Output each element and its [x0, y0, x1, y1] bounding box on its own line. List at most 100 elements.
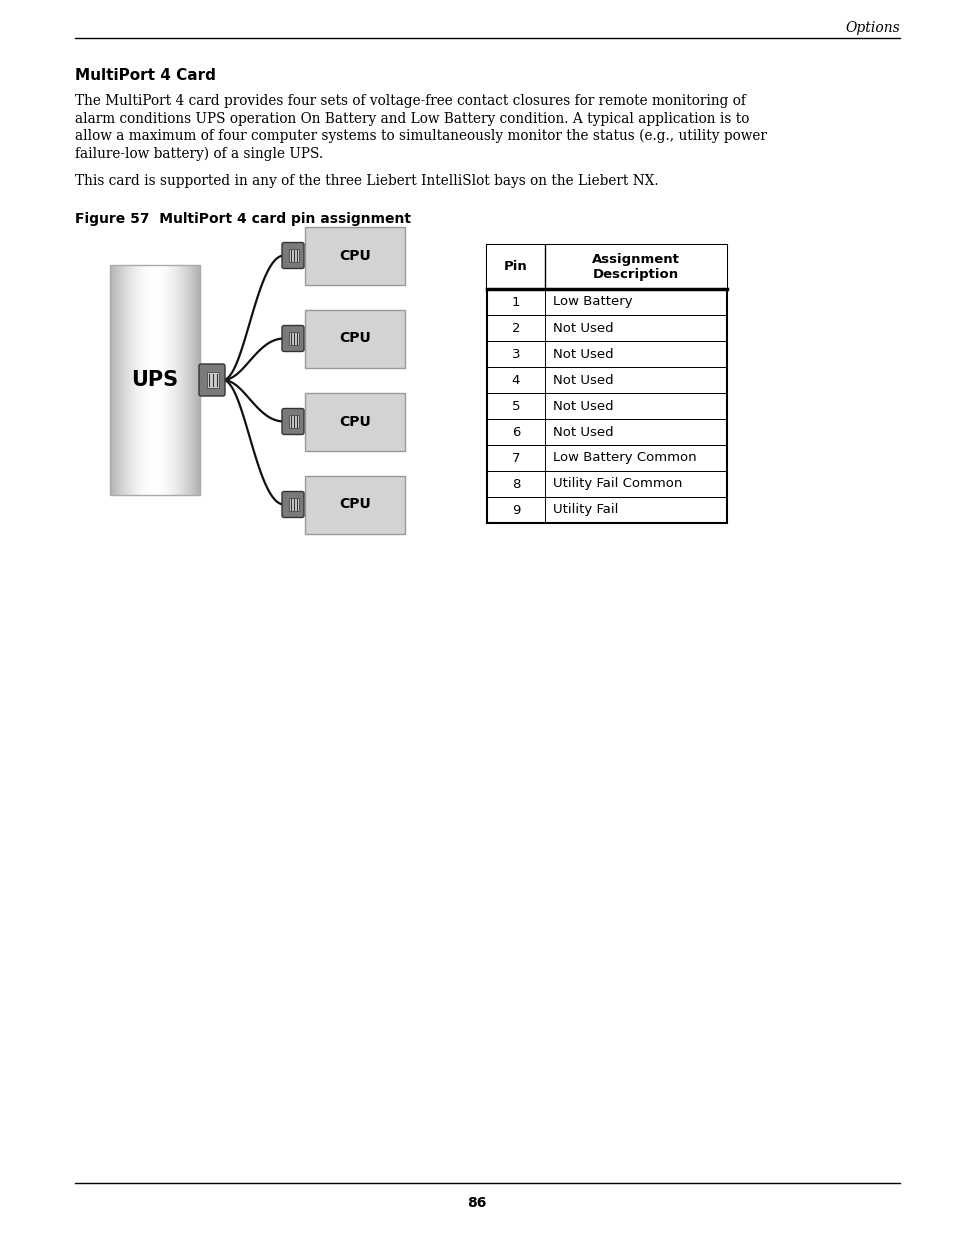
Text: Utility Fail: Utility Fail	[553, 504, 618, 516]
Bar	[182, 266, 184, 495]
Bar	[146, 266, 148, 495]
Bar	[153, 266, 155, 495]
Bar	[164, 266, 166, 495]
Bar	[152, 266, 154, 495]
Bar	[120, 266, 123, 495]
Bar	[123, 266, 126, 495]
Bar	[174, 266, 176, 495]
Text: Not Used: Not Used	[553, 321, 613, 335]
Text: 9: 9	[511, 504, 519, 516]
Text: Not Used: Not Used	[553, 399, 613, 412]
Bar	[305, 475, 405, 534]
Text: Pin: Pin	[503, 261, 527, 273]
Text: 7: 7	[511, 452, 519, 464]
Bar	[140, 266, 142, 495]
Bar	[114, 266, 116, 495]
Text: allow a maximum of four computer systems to simultaneously monitor the status (e: allow a maximum of four computer systems…	[75, 128, 766, 143]
Bar	[159, 266, 162, 495]
Text: Assignment
Description: Assignment Description	[592, 253, 679, 282]
Bar	[133, 266, 136, 495]
Bar	[305, 226, 405, 284]
Bar	[151, 266, 152, 495]
Bar	[141, 266, 144, 495]
Bar	[110, 266, 200, 495]
Bar	[154, 266, 157, 495]
Bar	[190, 266, 192, 495]
Text: alarm conditions UPS operation On Battery and Low Battery condition. A typical a: alarm conditions UPS operation On Batter…	[75, 111, 749, 126]
Bar	[158, 266, 160, 495]
Bar	[112, 266, 113, 495]
Bar	[128, 266, 131, 495]
Text: 3: 3	[511, 347, 519, 361]
Bar	[135, 266, 137, 495]
Bar	[165, 266, 168, 495]
Text: The MultiPort 4 card provides four sets of voltage-free contact closures for rem: The MultiPort 4 card provides four sets …	[75, 94, 745, 107]
Bar	[289, 498, 298, 511]
Bar	[193, 266, 196, 495]
Text: Figure 57  MultiPort 4 card pin assignment: Figure 57 MultiPort 4 card pin assignmen…	[75, 212, 411, 226]
Text: failure-low battery) of a single UPS.: failure-low battery) of a single UPS.	[75, 147, 323, 161]
FancyBboxPatch shape	[282, 492, 304, 517]
Bar	[183, 266, 186, 495]
Bar	[198, 266, 200, 495]
Text: 86: 86	[467, 1195, 486, 1210]
Text: Options: Options	[844, 21, 899, 35]
Bar	[196, 266, 199, 495]
Bar	[137, 266, 139, 495]
Bar	[188, 266, 190, 495]
Bar	[117, 266, 120, 495]
Bar	[170, 266, 172, 495]
Bar	[125, 266, 127, 495]
Text: CPU: CPU	[338, 498, 371, 511]
Bar	[486, 245, 726, 289]
Bar	[195, 266, 197, 495]
Bar	[486, 245, 726, 522]
Bar	[131, 266, 133, 495]
Bar	[130, 266, 132, 495]
Text: Not Used: Not Used	[553, 347, 613, 361]
FancyBboxPatch shape	[282, 409, 304, 435]
Bar	[172, 266, 173, 495]
Bar	[112, 266, 115, 495]
Bar	[132, 266, 134, 495]
Bar	[110, 266, 112, 495]
Text: UPS: UPS	[132, 370, 178, 390]
FancyBboxPatch shape	[282, 326, 304, 352]
Text: 6: 6	[511, 426, 519, 438]
Bar	[167, 266, 169, 495]
Bar	[148, 266, 150, 495]
Text: 8: 8	[511, 478, 519, 490]
Bar	[289, 249, 298, 262]
Bar	[175, 266, 178, 495]
Bar	[172, 266, 175, 495]
Bar	[193, 266, 194, 495]
Text: Utility Fail Common: Utility Fail Common	[553, 478, 681, 490]
Text: CPU: CPU	[338, 248, 371, 263]
Bar	[179, 266, 181, 495]
Text: 1: 1	[511, 295, 519, 309]
Text: 2: 2	[511, 321, 519, 335]
Bar	[180, 266, 183, 495]
Bar	[127, 266, 129, 495]
FancyBboxPatch shape	[282, 242, 304, 268]
Bar	[119, 266, 121, 495]
Text: 4: 4	[511, 373, 519, 387]
Text: Low Battery Common: Low Battery Common	[553, 452, 696, 464]
Bar	[116, 266, 118, 495]
Text: Not Used: Not Used	[553, 426, 613, 438]
Bar	[191, 266, 193, 495]
Bar	[305, 310, 405, 368]
Bar	[162, 266, 165, 495]
Text: This card is supported in any of the three Liebert IntelliSlot bays on the Liebe: This card is supported in any of the thr…	[75, 174, 658, 188]
Bar	[186, 266, 189, 495]
Text: Low Battery: Low Battery	[553, 295, 632, 309]
Bar	[207, 372, 218, 388]
Text: 5: 5	[511, 399, 519, 412]
Bar	[138, 266, 141, 495]
Bar	[144, 266, 147, 495]
Bar	[169, 266, 171, 495]
Bar	[185, 266, 187, 495]
Bar	[156, 266, 158, 495]
Text: CPU: CPU	[338, 331, 371, 346]
Bar	[305, 393, 405, 451]
